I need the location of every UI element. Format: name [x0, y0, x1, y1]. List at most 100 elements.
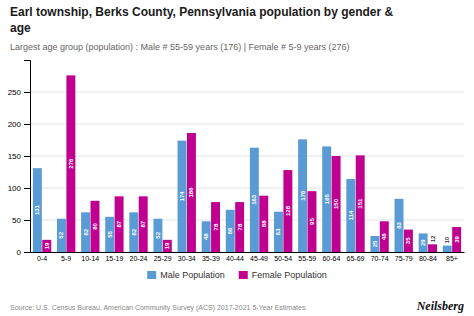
- data-label: 78: [237, 223, 243, 230]
- bar: [250, 148, 259, 252]
- grid-line: [30, 156, 464, 157]
- legend-item: Male Population: [147, 270, 225, 280]
- x-tick-label: 55-59: [298, 255, 316, 262]
- y-tick-mark: [24, 156, 30, 157]
- bar: [153, 219, 162, 252]
- y-axis: 0 50 100 150 200 250: [8, 61, 31, 258]
- source: Source: U.S. Census Bureau, American Com…: [10, 304, 306, 312]
- chart: Earl township, Berks County, Pennsylvani…: [0, 0, 474, 316]
- x-axis-line: [31, 252, 465, 253]
- bar: [178, 141, 187, 252]
- grid-line: [30, 124, 464, 125]
- legend-swatch: [147, 271, 156, 279]
- y-tick: 150: [8, 152, 30, 161]
- x-tick-label: 65-69: [347, 255, 365, 262]
- y-tick-mark: [24, 188, 30, 189]
- subtitle: Largest age group (population) : Male # …: [10, 42, 350, 52]
- bar: [274, 212, 283, 252]
- x-tick-label: 75-79: [395, 255, 413, 262]
- bar: [42, 240, 51, 252]
- y-tick: 50: [12, 216, 30, 225]
- data-label: 80: [92, 222, 98, 229]
- legend: Male Population Female Population: [147, 270, 327, 280]
- legend-label: Male Population: [160, 270, 225, 280]
- x-tick: 85+: [446, 255, 458, 262]
- grid-line: [30, 188, 464, 189]
- data-label: 55: [107, 230, 113, 237]
- plot: 0501001502002500-45-910-1415-1920-2425-2…: [8, 61, 465, 262]
- data-label: 186: [188, 187, 194, 198]
- x-tick: 5-9: [61, 255, 71, 262]
- bar: [308, 191, 317, 252]
- x-tick-label: 25-29: [154, 255, 172, 262]
- x-tick: 0-4: [37, 255, 47, 262]
- bar: [226, 210, 235, 252]
- bar: [33, 168, 42, 252]
- y-tick: 0: [17, 248, 30, 257]
- data-label: 48: [381, 233, 387, 240]
- grid: [30, 92, 464, 252]
- x-tick: 25-29: [154, 255, 172, 262]
- x-tick-label: 50-54: [274, 255, 292, 262]
- data-label: 25: [372, 240, 378, 247]
- x-tick: 65-69: [347, 255, 365, 262]
- x-tick: 80-84: [419, 255, 437, 262]
- grid-line: [30, 92, 464, 93]
- data-label: 39: [454, 236, 460, 243]
- bar: [91, 201, 100, 252]
- y-tick-label: 50: [12, 216, 21, 225]
- y-tick-mark: [24, 252, 30, 253]
- data-label: 62: [83, 228, 89, 235]
- data-labels: 1315262556252174486616363176165114258329…: [34, 158, 459, 249]
- data-label: 163: [251, 194, 257, 205]
- bar: [380, 221, 389, 252]
- data-label: 88: [261, 220, 267, 227]
- bar: [115, 196, 124, 252]
- data-label: 35: [405, 237, 411, 244]
- data-label: 12: [430, 235, 436, 242]
- data-label: 48: [203, 233, 209, 240]
- bar: [81, 212, 90, 252]
- x-tick: 75-79: [395, 255, 413, 262]
- y-tick: 200: [8, 120, 30, 129]
- bar: [187, 133, 196, 252]
- bar: [139, 196, 148, 252]
- x-tick: 10-14: [81, 255, 99, 262]
- data-label: 29: [420, 239, 426, 246]
- bar: [395, 199, 404, 252]
- bar: [235, 202, 244, 252]
- y-tick-label: 250: [8, 88, 22, 97]
- bar: [57, 219, 66, 252]
- data-label: 78: [213, 223, 219, 230]
- title: Earl township, Berks County, Pennsylvani…: [10, 5, 394, 35]
- data-label: 176: [300, 190, 306, 201]
- data-label: 52: [58, 231, 64, 238]
- bar: [211, 202, 220, 252]
- y-tick-mark: [24, 92, 30, 93]
- x-tick-label: 15-19: [105, 255, 123, 262]
- y-tick-label: 200: [8, 120, 22, 129]
- bar: [443, 246, 452, 252]
- bar: [298, 139, 307, 252]
- x-tick: 30-34: [178, 255, 196, 262]
- bar: [129, 212, 138, 252]
- x-tick: 55-59: [298, 255, 316, 262]
- data-label: 150: [333, 198, 339, 209]
- x-tick-label: 70-74: [371, 255, 389, 262]
- data-label: 165: [324, 194, 330, 205]
- bar: [105, 217, 114, 252]
- data-label: 128: [285, 205, 291, 216]
- data-label: 114: [348, 210, 354, 220]
- x-tick: 40-44: [226, 255, 244, 262]
- y-tick: 100: [8, 184, 30, 193]
- bar: [66, 75, 75, 252]
- y-tick-label: 0: [17, 248, 22, 257]
- data-label: 66: [227, 227, 233, 234]
- bar: [452, 227, 461, 252]
- y-tick-label: 150: [8, 152, 22, 161]
- data-label: 52: [155, 231, 161, 238]
- bars: [33, 75, 461, 252]
- x-tick: 70-74: [371, 255, 389, 262]
- x-tick-label: 5-9: [61, 255, 71, 262]
- legend-label: Female Population: [252, 270, 327, 280]
